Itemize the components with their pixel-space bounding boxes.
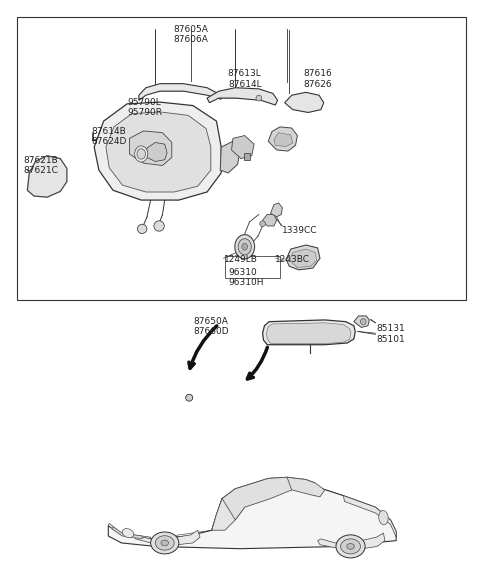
Ellipse shape (134, 146, 148, 162)
Polygon shape (344, 496, 396, 537)
Polygon shape (285, 92, 324, 112)
Polygon shape (112, 527, 142, 539)
FancyArrowPatch shape (247, 348, 267, 379)
Polygon shape (130, 131, 172, 165)
Ellipse shape (360, 319, 366, 325)
Text: 85101: 85101 (376, 336, 405, 345)
Polygon shape (263, 215, 276, 226)
Ellipse shape (336, 535, 365, 558)
Polygon shape (274, 133, 293, 146)
Polygon shape (271, 203, 282, 217)
Polygon shape (244, 153, 251, 160)
Ellipse shape (341, 539, 360, 554)
Ellipse shape (137, 224, 147, 233)
Ellipse shape (154, 221, 164, 231)
Polygon shape (207, 88, 277, 105)
Text: 95790L
95790R: 95790L 95790R (127, 98, 162, 118)
Polygon shape (287, 477, 324, 497)
FancyArrowPatch shape (189, 326, 217, 368)
Polygon shape (222, 477, 297, 520)
Polygon shape (220, 141, 240, 173)
Polygon shape (289, 249, 317, 268)
Polygon shape (108, 523, 151, 539)
Text: 87605A
87606A: 87605A 87606A (173, 25, 208, 44)
Polygon shape (133, 530, 200, 544)
Bar (225, 256, 280, 278)
Polygon shape (231, 136, 254, 159)
Ellipse shape (235, 235, 254, 259)
Polygon shape (212, 477, 315, 530)
Ellipse shape (186, 395, 193, 401)
Ellipse shape (256, 95, 262, 101)
Polygon shape (354, 316, 370, 328)
Polygon shape (147, 142, 167, 162)
Text: 1339CC: 1339CC (282, 226, 318, 235)
Ellipse shape (238, 239, 252, 255)
Bar (16, 18, 466, 300)
Text: 87621B
87621C: 87621B 87621C (24, 156, 59, 175)
Ellipse shape (161, 540, 168, 546)
Polygon shape (268, 127, 298, 151)
Ellipse shape (122, 529, 134, 537)
Ellipse shape (156, 536, 174, 550)
Polygon shape (286, 245, 320, 270)
Ellipse shape (137, 149, 145, 159)
Polygon shape (318, 533, 385, 549)
Text: 1249LB: 1249LB (224, 255, 257, 264)
Ellipse shape (347, 543, 354, 549)
Text: 87616
87626: 87616 87626 (303, 69, 332, 89)
Text: 1243BC: 1243BC (275, 255, 310, 264)
Ellipse shape (242, 243, 248, 250)
Polygon shape (212, 485, 250, 530)
Text: 96310
96310H: 96310 96310H (228, 268, 264, 288)
Text: 87614B
87624D: 87614B 87624D (92, 127, 127, 146)
Polygon shape (94, 102, 221, 200)
Polygon shape (139, 83, 221, 101)
Text: 87650A
87660D: 87650A 87660D (193, 317, 228, 336)
Polygon shape (27, 156, 67, 197)
Polygon shape (108, 481, 396, 549)
Polygon shape (263, 320, 355, 345)
Ellipse shape (379, 510, 388, 524)
Polygon shape (106, 112, 211, 192)
Ellipse shape (260, 221, 265, 226)
Ellipse shape (151, 532, 179, 554)
Polygon shape (266, 323, 351, 343)
Text: 85131: 85131 (376, 324, 405, 333)
Text: 87613L
87614L: 87613L 87614L (228, 69, 262, 89)
